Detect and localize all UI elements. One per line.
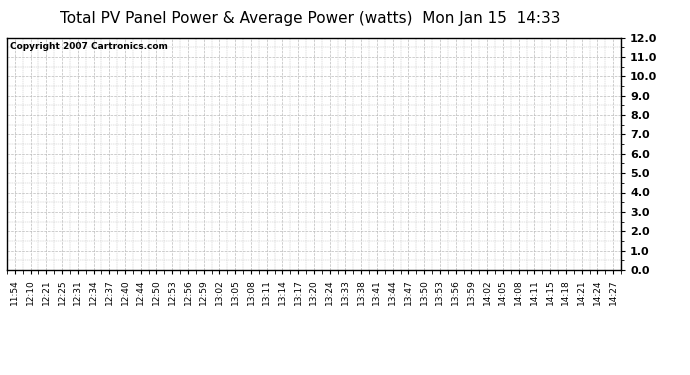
Text: Total PV Panel Power & Average Power (watts)  Mon Jan 15  14:33: Total PV Panel Power & Average Power (wa… — [60, 11, 561, 26]
Text: Copyright 2007 Cartronics.com: Copyright 2007 Cartronics.com — [10, 42, 168, 51]
